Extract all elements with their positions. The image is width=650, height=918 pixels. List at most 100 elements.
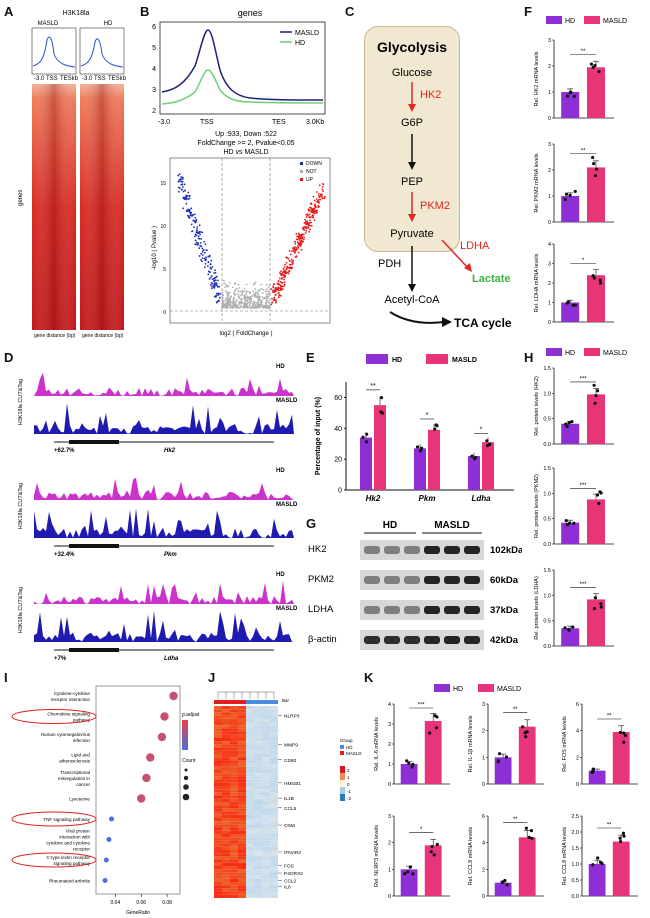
volcano-point-not [254, 288, 257, 291]
y-tick-label: 0.5 [571, 878, 579, 884]
volcano-point-up [285, 267, 288, 270]
heatmap-cell [222, 706, 230, 710]
heatmap-cell [222, 840, 230, 844]
y-label: Rel. NLRP3 mRNA levels [374, 825, 380, 887]
volcano-point-down [182, 197, 185, 200]
y-tick-label: 0.5 [543, 517, 551, 523]
gene-label: CD80 [284, 758, 297, 764]
heatmap-cell [214, 744, 222, 748]
volcano-point-up [322, 190, 325, 193]
volcano-point-down [213, 282, 216, 285]
panel-a-tick-5: TSS [94, 76, 106, 82]
volcano-point-down [198, 237, 201, 240]
heatmap-cell [246, 866, 254, 870]
heatmap-cell [238, 706, 246, 710]
x-category-label: Hk2 [366, 494, 381, 503]
heatmap-cell [270, 862, 278, 866]
heatmap-cell [270, 709, 278, 713]
volcano-point-not [225, 291, 228, 294]
heatmap-cell [270, 843, 278, 847]
heatmap-cell [254, 840, 262, 844]
panel-b-volcano-ytick: 5 [163, 267, 166, 273]
heatmap-cell [238, 798, 246, 802]
volcano-point-down [214, 279, 217, 282]
heatmap-cell [222, 818, 230, 822]
data-point [521, 725, 525, 729]
data-point [567, 628, 571, 632]
volcano-point-down [201, 231, 204, 234]
volcano-point-not [229, 301, 232, 304]
heatmap-cell [246, 773, 254, 777]
volcano-point-not [228, 292, 231, 294]
panel-h-legend-masld-swatch [584, 348, 600, 356]
heatmap-cell [262, 709, 270, 713]
heatmap-cell [238, 715, 246, 719]
y-tick-label: 6 [576, 702, 579, 708]
heatmap-cell [238, 811, 246, 815]
term-label: Cytokine-cytokine [54, 691, 91, 696]
panel-b-stats-1: Up :933, Down :522 [215, 131, 277, 138]
blot-lane-bg [360, 570, 484, 590]
heatmap-cell [262, 850, 270, 854]
heatmap-cell [262, 808, 270, 812]
heatmap-cell [222, 869, 230, 873]
volcano-point-not [232, 298, 235, 301]
heatmap-cell [222, 888, 230, 892]
heatmap-cell [238, 850, 246, 854]
volcano-point-up [309, 219, 311, 222]
volcano-point-down [209, 276, 212, 279]
volcano-point-down [187, 191, 190, 194]
heatmap-cell [238, 808, 246, 812]
volcano-point-up [270, 303, 273, 306]
y-tick-label: 0 [388, 894, 391, 900]
volcano-point-not [264, 297, 267, 299]
volcano-point-not [261, 303, 263, 306]
volcano-point-up [312, 195, 315, 198]
volcano-point-down [209, 284, 212, 286]
heatmap-cell [254, 712, 262, 716]
heatmap-cell [246, 882, 254, 886]
gene-label: OSM [284, 823, 295, 829]
volcano-point-not [230, 304, 232, 307]
panel-label-a: A [4, 4, 14, 19]
bar-hd [494, 882, 512, 896]
heatmap-cell [254, 891, 262, 895]
volcano-point-down [213, 272, 216, 274]
heatmap-cell [230, 722, 238, 726]
arrowhead-glucose-g6p [408, 104, 416, 112]
volcano-point-not [245, 290, 248, 293]
volcano-point-not [221, 305, 224, 308]
volcano-point-up [323, 197, 326, 200]
heatmap-cell [254, 741, 262, 745]
heatmap-cell [222, 779, 230, 783]
node-glucose: Glucose [392, 67, 432, 79]
volcano-point-not [234, 302, 236, 305]
data-point [505, 883, 509, 887]
volcano-point-not [222, 294, 225, 297]
heatmap-cell [246, 837, 254, 841]
heatmap-cell [246, 856, 254, 860]
term-label: infection [73, 738, 91, 743]
heatmap-cell [270, 891, 278, 895]
heatmap-cell [230, 802, 238, 806]
heatmap-cell [246, 869, 254, 873]
panel-f-chart-hk2: 0 1 2 3 ** Rel. HK2 mRNA levels [534, 38, 614, 122]
volcano-point-not [258, 298, 261, 301]
heatmap-cell [262, 802, 270, 806]
volcano-point-down [201, 254, 204, 256]
heatmap-cell [222, 776, 230, 780]
heatmap-cell [246, 875, 254, 879]
volcano-point-up [274, 287, 277, 290]
y-tick-label: 4 [576, 729, 579, 735]
heatmap-cell [230, 750, 238, 754]
volcano-point-up [283, 270, 285, 273]
volcano-point-not [265, 293, 268, 296]
data-point [571, 303, 575, 307]
volcano-point-not [248, 306, 251, 309]
data-point [435, 715, 439, 719]
heatmap-cell [214, 725, 222, 729]
volcano-point-not [268, 284, 271, 287]
volcano-point-down [187, 208, 190, 211]
data-point [435, 842, 439, 847]
heatmap-cell [222, 773, 230, 777]
